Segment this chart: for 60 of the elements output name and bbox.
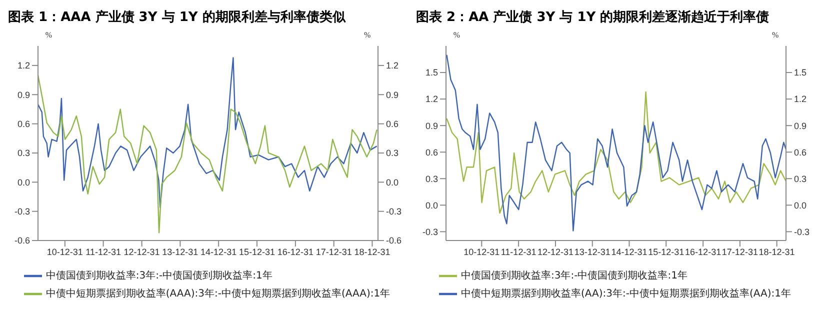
line-series <box>446 54 786 232</box>
y2-tick-label: -0.3 <box>386 206 402 217</box>
y2-tick-label: 1.2 <box>386 60 399 71</box>
line-series <box>38 57 378 208</box>
y-tick-label: 0.0 <box>425 200 438 210</box>
y-tick-label: 0.9 <box>17 90 30 100</box>
y2-tick-label: 0.0 <box>794 200 807 210</box>
x-tick-label: 12-12-31 <box>124 246 160 257</box>
line-series <box>38 74 378 234</box>
y2-tick-label: -0.6 <box>386 236 402 246</box>
x-tick-label: 16-12-31 <box>277 246 314 257</box>
y-tick-label: 0.3 <box>17 148 30 158</box>
y2-axis-title: % <box>364 30 371 40</box>
x-tick-label: 12-12-31 <box>537 246 574 257</box>
y2-tick-label: 1.5 <box>794 68 807 78</box>
x-tick-label: 14-12-31 <box>611 246 648 257</box>
y2-tick-label: 1.2 <box>794 94 807 104</box>
y-tick-label: 0.3 <box>425 174 438 184</box>
x-tick-label: 11-12-31 <box>500 246 536 257</box>
x-tick-label: 13-12-31 <box>574 246 610 257</box>
chart-title: 图表 1：AAA 产业债 3Y 与 1Y 的期限利差与利率债类似 <box>8 8 347 27</box>
y2-tick-label: 0.3 <box>386 148 399 158</box>
y-tick-label: 0.9 <box>425 120 438 131</box>
y-tick-label: -0.3 <box>422 226 438 237</box>
legend-label: 中债国债到期收益率:3年:-中债国债到期收益率:1年 <box>46 270 272 282</box>
y2-axis-title: % <box>772 30 779 40</box>
y-tick-label: 1.5 <box>425 68 438 78</box>
y2-tick-label: 0.6 <box>386 119 399 130</box>
y-tick-label: 1.2 <box>17 60 30 71</box>
x-tick-label: 10-12-31 <box>464 246 500 257</box>
y-axis-title: % <box>45 30 52 40</box>
y-tick-label: 0.0 <box>17 177 30 188</box>
legend-label: 中债中短期票据到期收益率(AAA):3年:-中债中短期票据到期收益率(AAA):1年 <box>46 289 390 300</box>
legend-label: 中债中短期票据到期收益率(AA):3年:-中债中短期票据到期收益率(AA):1年 <box>461 289 791 300</box>
line-series <box>446 91 786 214</box>
x-tick-label: 11-12-31 <box>86 246 121 257</box>
x-tick-label: 15-12-31 <box>648 246 684 257</box>
chart-title: 图表 2：AA 产业债 3Y 与 1Y 的期限利差逐渐趋近于利率债 <box>416 8 770 27</box>
x-tick-label: 10-12-31 <box>46 246 83 257</box>
x-tick-label: 16-12-31 <box>685 246 722 257</box>
x-tick-label: 17-12-31 <box>722 246 758 257</box>
x-tick-label: 17-12-31 <box>316 246 352 257</box>
y-tick-label: 1.2 <box>425 94 438 104</box>
y2-tick-label: 0.9 <box>794 120 807 131</box>
x-tick-label: 18-12-31 <box>354 246 390 257</box>
x-tick-label: 18-12-31 <box>758 246 795 257</box>
y2-tick-label: 0.0 <box>386 177 399 188</box>
y-tick-label: 0.6 <box>17 119 30 130</box>
y-tick-label: -0.6 <box>14 236 30 246</box>
x-tick-label: 14-12-31 <box>200 246 237 257</box>
y-axis-title: % <box>453 30 460 40</box>
x-tick-label: 15-12-31 <box>238 246 275 257</box>
y2-tick-label: -0.3 <box>794 226 810 237</box>
y2-tick-label: 0.9 <box>386 90 399 100</box>
y2-tick-label: 0.3 <box>794 174 807 184</box>
y-tick-label: 0.6 <box>425 147 438 158</box>
y2-tick-label: 0.6 <box>794 147 807 158</box>
legend-label: 中债国债到期收益率:3年:-中债国债到期收益率:1年 <box>461 270 688 282</box>
x-tick-label: 13-12-31 <box>162 246 198 257</box>
y-tick-label: -0.3 <box>14 206 30 217</box>
